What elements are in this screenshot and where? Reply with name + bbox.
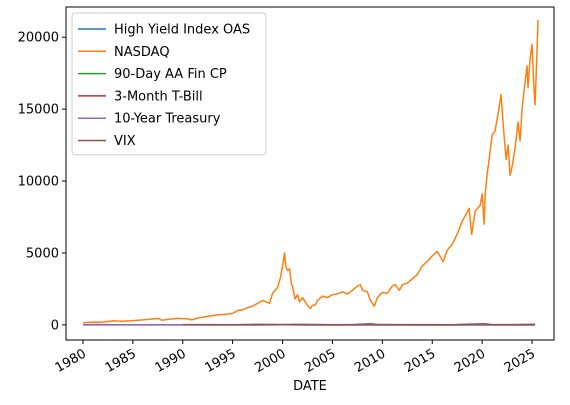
- legend-label-nasdaq: NASDAQ: [114, 45, 170, 60]
- axes-frame: [65, 6, 555, 341]
- series-line-vix: [182, 322, 536, 326]
- y-axis-ticks: 0 5000 10000 15000 20000: [18, 31, 66, 333]
- y-tick-label: 5000: [26, 246, 59, 261]
- y-tick-label: 20000: [18, 31, 59, 46]
- plot-lines: [82, 19, 539, 326]
- legend: High Yield Index OAS NASDAQ 90-Day AA Fin …: [71, 12, 267, 156]
- y-tick-label: 0: [51, 318, 59, 333]
- legend-label-90-day-aa-fin-cp: 90-Day AA Fin CP: [114, 67, 227, 82]
- y-tick-label: 10000: [18, 175, 59, 190]
- legend-label-vix: VIX: [114, 134, 136, 149]
- legend-label-3-month-t-bill: 3-Month T-Bill: [114, 89, 203, 104]
- y-tick-label: 15000: [18, 103, 59, 118]
- x-axis-label: DATE: [293, 379, 327, 394]
- legend-box: [71, 12, 267, 156]
- series-line-nasdaq: [82, 19, 539, 324]
- legend-label-10-year-treasury: 10-Year Treasury: [114, 112, 221, 127]
- legend-label-high-yield-index-oas: High Yield Index OAS: [114, 23, 250, 38]
